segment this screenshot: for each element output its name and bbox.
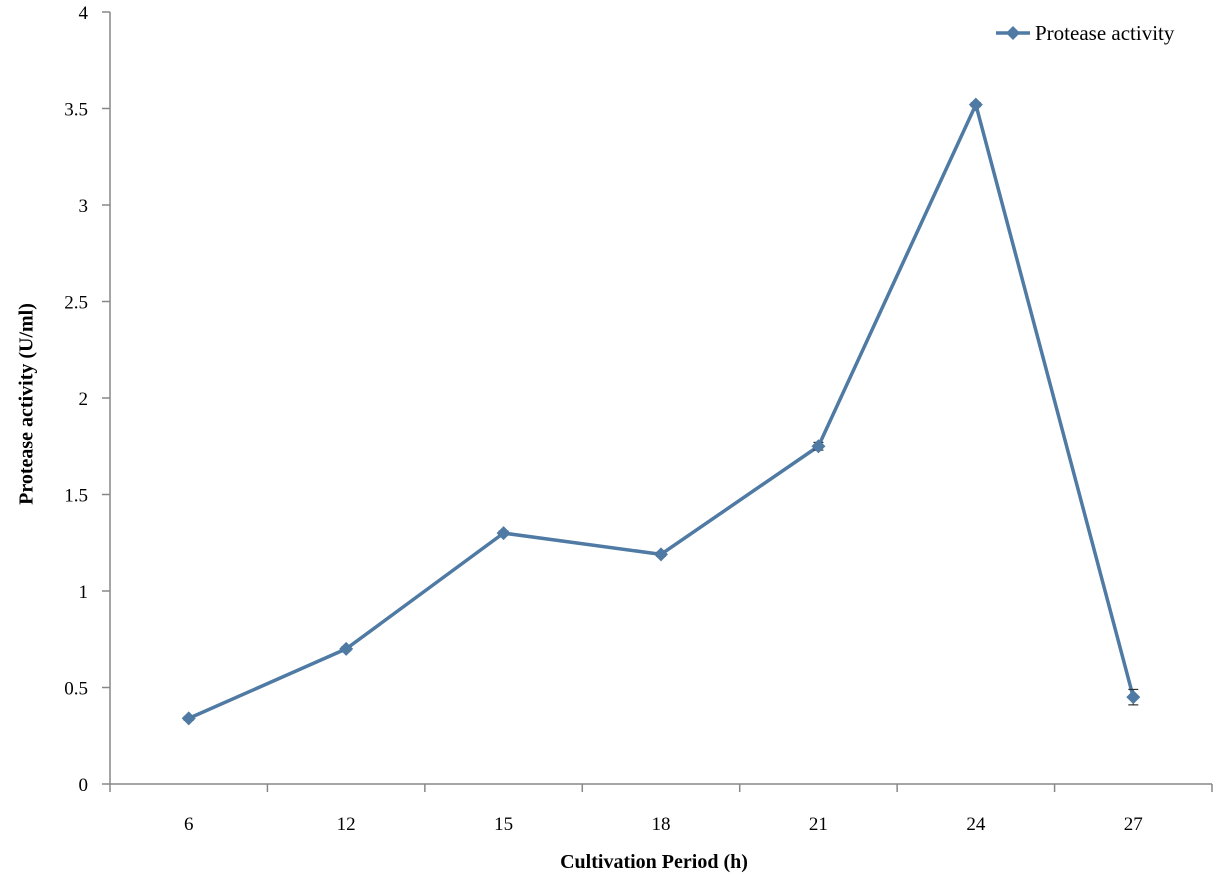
- x-tick-label: 18: [652, 814, 671, 835]
- legend-label: Protease activity: [1035, 21, 1175, 45]
- y-tick-label: 0.5: [64, 679, 88, 700]
- y-axis-title: Protease activity (U/ml): [16, 303, 38, 505]
- x-tick-label: 15: [494, 814, 513, 835]
- legend: Protease activity: [996, 21, 1175, 45]
- x-tick-label: 21: [809, 814, 828, 835]
- data-point: [181, 711, 196, 726]
- data-point: [496, 526, 511, 541]
- data-point: [654, 547, 668, 562]
- data-point: [811, 439, 826, 454]
- y-ticks: 0 0.5 1 1.5 2 2.5 3 3.5 4: [64, 3, 110, 796]
- y-tick-label: 3: [79, 196, 89, 217]
- x-tick-label: 27: [1124, 814, 1143, 835]
- data-point: [1126, 690, 1141, 705]
- series-line: [188, 102, 1135, 720]
- x-tick-label: 24: [966, 814, 986, 835]
- x-axis-title: Cultivation Period (h): [560, 851, 748, 873]
- series-layer: [181, 97, 1141, 726]
- y-tick-label: 4: [79, 3, 89, 24]
- axes: [109, 12, 1212, 785]
- y-tick-label: 1: [79, 582, 89, 603]
- x-tick-label: 12: [337, 814, 356, 835]
- data-point: [339, 641, 354, 656]
- y-tick-label: 3.5: [64, 100, 88, 121]
- y-tick-label: 2.5: [64, 293, 88, 314]
- x-tick-label: 6: [184, 814, 194, 835]
- y-tick-label: 2: [79, 389, 89, 410]
- y-tick-label: 1.5: [64, 486, 88, 507]
- x-ticks: 6 12 15 18 21 24 27: [109, 784, 1213, 835]
- legend-marker: [1006, 26, 1020, 40]
- y-tick-label: 0: [79, 775, 89, 796]
- data-point: [968, 97, 983, 112]
